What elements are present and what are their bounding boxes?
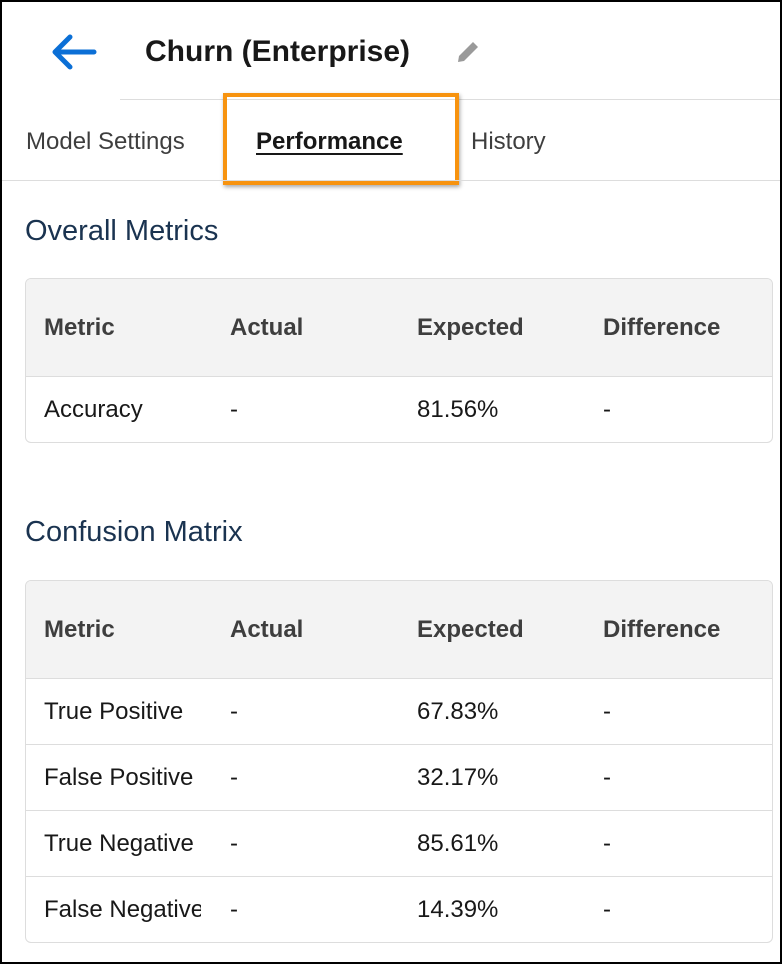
column-header: Actual	[230, 615, 304, 643]
tab-active[interactable]: Performance	[256, 128, 403, 155]
table: Metric Actual Expected Difference True Posit…	[25, 580, 773, 943]
column-header: Difference	[603, 313, 721, 341]
table-cell: -	[230, 697, 238, 725]
table-cell: 85.61%	[417, 829, 499, 857]
table-row: False Positive - 32.17% -	[26, 744, 772, 810]
table-cell: True Negative	[44, 829, 194, 857]
table-header: Metric Actual Expected Difference	[26, 581, 772, 678]
table-cell: True Positive	[44, 697, 184, 725]
table-cell: 81.56%	[417, 395, 499, 423]
column-header: Metric	[44, 313, 115, 341]
table-cell: False Positive	[44, 763, 194, 791]
section-title: Confusion Matrix	[25, 516, 243, 548]
table-cell: 67.83%	[417, 697, 499, 725]
table-row: True Negative - 85.61% -	[26, 810, 772, 876]
table-cell: -	[603, 395, 611, 423]
column-header: Expected	[417, 313, 524, 341]
column-header: Actual	[230, 313, 304, 341]
section-title: Overall Metrics	[25, 215, 219, 247]
divider	[2, 180, 780, 181]
table-cell: -	[603, 763, 611, 791]
column-header: Expected	[417, 615, 524, 643]
table-row: True Positive - 67.83% -	[26, 678, 772, 744]
tab[interactable]: Model Settings	[26, 128, 185, 155]
page-title: Churn (Enterprise)	[145, 35, 411, 68]
table-cell: Accuracy	[44, 395, 143, 423]
column-header: Metric	[44, 615, 115, 643]
table-cell: 14.39%	[417, 895, 499, 923]
edit-icon[interactable]	[454, 38, 482, 66]
column-header: Difference	[603, 615, 721, 643]
table-cell: False Negative	[44, 895, 201, 923]
table-row: False Negative - 14.39% -	[26, 876, 772, 942]
table-cell: -	[603, 697, 611, 725]
back-button[interactable]	[50, 32, 98, 72]
tab[interactable]: History	[471, 128, 546, 155]
highlight-box	[223, 93, 459, 185]
table-cell: 32.17%	[417, 763, 499, 791]
table-cell: -	[603, 895, 611, 923]
table-row: Accuracy - 81.56% -	[26, 376, 772, 442]
table-cell: -	[230, 763, 238, 791]
table-cell: -	[230, 829, 238, 857]
table-cell: -	[230, 395, 238, 423]
table: Metric Actual Expected Difference Accuracy - 8…	[25, 278, 773, 443]
table-header: Metric Actual Expected Difference	[26, 279, 772, 376]
table-cell: -	[230, 895, 238, 923]
table-cell: -	[603, 829, 611, 857]
divider	[120, 99, 780, 100]
